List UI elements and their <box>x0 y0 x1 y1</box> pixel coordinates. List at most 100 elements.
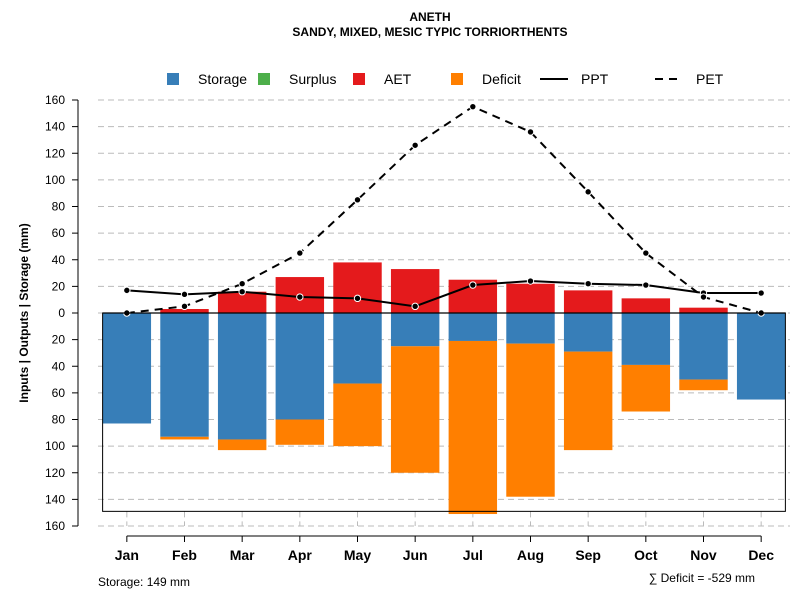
storage-label: Storage: 149 mm <box>98 575 190 589</box>
gridlines <box>98 99 790 527</box>
ppt-line-point <box>584 280 592 288</box>
x-tick-label: Sep <box>575 547 601 563</box>
y-tick-label: 20 <box>52 333 66 347</box>
x-tick-label: Jun <box>403 547 428 563</box>
chart-subtitle: SANDY, MIXED, MESIC TYPIC TORRIORTHENTS <box>292 25 567 39</box>
x-tick-label: Feb <box>172 547 197 563</box>
legend-label: Surplus <box>289 71 336 87</box>
legend-label: Storage <box>198 71 247 87</box>
x-tick-label: Nov <box>690 547 717 563</box>
legend-swatch <box>258 73 270 85</box>
deficit-bar <box>506 343 555 497</box>
ppt-line-point <box>123 286 131 295</box>
storage-bar <box>736 313 786 400</box>
bars <box>102 262 786 515</box>
deficit-bar <box>160 436 209 440</box>
y-axis-label: Inputs | Outputs | Storage (mm) <box>17 223 31 402</box>
y-tick-label: 140 <box>45 120 65 134</box>
x-tick-label: May <box>344 547 371 563</box>
deficit-bar <box>217 439 267 451</box>
pet-line-point <box>411 141 419 149</box>
y-tick-label: 80 <box>52 413 66 427</box>
y-tick-label: 80 <box>52 200 66 214</box>
aet-bar <box>506 283 555 313</box>
aet-bar <box>160 309 209 313</box>
y-tick-label: 160 <box>45 93 65 107</box>
pet-line-point <box>699 293 708 301</box>
storage-bar <box>390 313 440 347</box>
y-tick-label: 60 <box>52 386 66 400</box>
legend-swatch <box>451 73 463 85</box>
storage-bar <box>448 313 498 341</box>
pet-line-point <box>584 188 592 196</box>
storage-bar <box>217 313 267 440</box>
deficit-bar <box>275 419 325 445</box>
legend-swatch <box>353 73 365 85</box>
ppt-line-point <box>180 290 189 299</box>
deficit-bar <box>563 351 613 451</box>
x-tick-label: Aug <box>517 547 544 563</box>
pet-line <box>126 105 762 314</box>
pet-line-point <box>642 249 650 257</box>
y-tick-label: 0 <box>58 306 65 320</box>
y-tick-label: 60 <box>52 226 66 240</box>
storage-bar <box>679 313 728 380</box>
storage-bar <box>160 313 209 437</box>
aet-bar <box>621 298 671 313</box>
x-tick-label: Dec <box>748 547 774 563</box>
ppt-line-point <box>757 289 765 297</box>
storage-bar <box>506 313 555 344</box>
y-tick-label: 160 <box>45 519 65 533</box>
ppt-line-point <box>238 288 246 296</box>
y-tick-label: 140 <box>45 492 65 506</box>
chart-title: ANETH <box>409 10 450 24</box>
deficit-bar <box>679 379 728 391</box>
ppt-line-point <box>469 281 477 289</box>
pet-line-point <box>353 196 362 204</box>
storage-bar <box>102 313 152 424</box>
legend-label: Deficit <box>482 71 521 87</box>
y-tick-label: 120 <box>45 466 65 480</box>
deficit-bar <box>390 346 440 473</box>
y-tick-label: 40 <box>52 359 66 373</box>
pet-line-point <box>296 249 304 257</box>
storage-bar <box>333 313 382 384</box>
ppt-line-point <box>526 277 535 285</box>
y-tick-label: 100 <box>45 173 65 187</box>
legend-swatch <box>167 73 179 85</box>
x-tick-label: Jan <box>115 547 139 563</box>
legend: Storage Surplus AET Deficit PPT PET <box>167 71 724 87</box>
ppt-line-point <box>296 293 304 301</box>
x-tick-label: Jul <box>463 547 483 563</box>
pet-line-point <box>180 302 189 311</box>
ppt-line-point <box>411 302 419 311</box>
legend-label: PET <box>696 71 724 87</box>
x-tick-label: Apr <box>288 547 313 563</box>
aet-bar <box>217 291 267 313</box>
aet-bar <box>563 290 613 313</box>
legend-label: AET <box>384 71 412 87</box>
pet-line-point <box>238 280 246 288</box>
storage-bar <box>621 313 671 365</box>
y-tick-label: 100 <box>45 439 65 453</box>
storage-bar <box>275 313 325 420</box>
y-tick-label: 40 <box>52 253 66 267</box>
pet-line-point <box>469 102 477 111</box>
legend-label: PPT <box>581 71 609 87</box>
deficit-label: ∑ Deficit = -529 mm <box>649 571 755 585</box>
x-tick-label: Mar <box>230 547 255 563</box>
ppt-line-point <box>353 294 362 303</box>
ppt-line-point <box>642 281 650 289</box>
lines <box>123 102 765 317</box>
ppt-line <box>126 280 762 308</box>
deficit-bar <box>448 340 498 515</box>
deficit-bar <box>333 383 382 447</box>
x-tick-label: Oct <box>634 547 658 563</box>
aet-bar <box>333 262 382 313</box>
aet-bar <box>679 307 728 313</box>
axes: 160 140 120 100 80 60 40 20 0 20 40 60 80 100 120 140 16… <box>45 93 786 563</box>
y-tick-label: 20 <box>52 279 66 293</box>
deficit-bar <box>621 364 671 412</box>
storage-bar <box>563 313 613 352</box>
